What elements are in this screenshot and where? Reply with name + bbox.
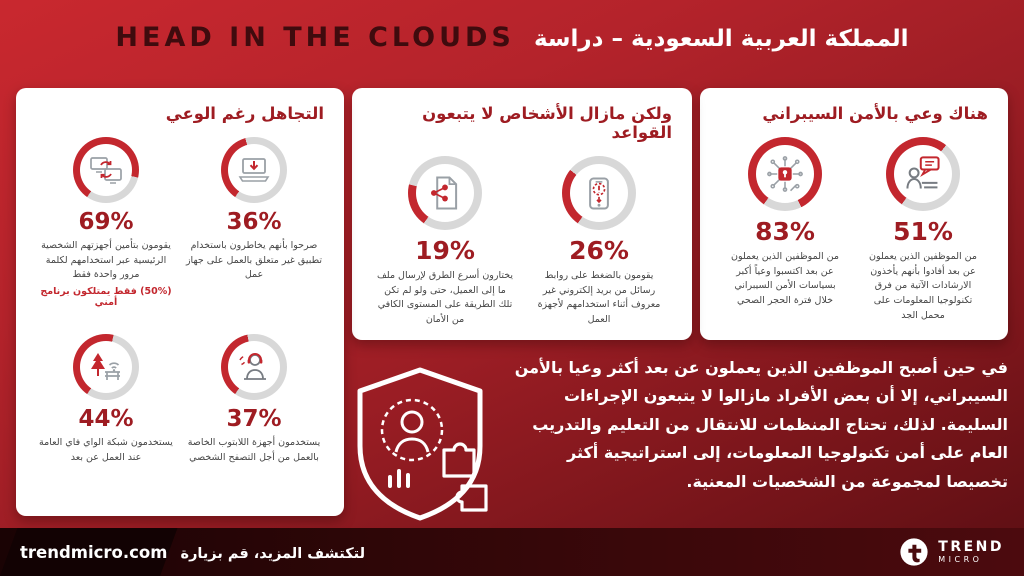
stats-row: 26% يقومون بالضغط على روابط رسائل من بري…	[368, 150, 676, 328]
stat-19: 19% يختارون أسرع الطرق لإرسال ملف ما إلى…	[373, 150, 518, 328]
stat-83: 83% من الموظفين الذين يعملون عن بعد اكتس…	[720, 131, 850, 324]
stat-description: من الموظفين الذين يعملون عن بعد أفادوا ب…	[869, 251, 977, 321]
stat-description: من الموظفين الذين يعملون عن بعد اكتسبوا …	[731, 251, 839, 307]
card-title: ولكن مازال الأشخاص لا يتبعون القواعد	[422, 104, 672, 142]
security-shield-icon	[346, 364, 498, 524]
stats-grid: 36% صرحوا بأنهم يخاطرون باستخدام تطبيق غ…	[32, 131, 328, 466]
donut-ring	[748, 137, 822, 211]
stat-description: يستخدمون شبكة الواي فاي العامة عند العمل…	[39, 437, 173, 463]
laptop-download-icon	[236, 152, 272, 188]
brand-text: TREND MICRO	[938, 540, 1004, 564]
card-title: التجاهل رغم الوعي	[165, 104, 324, 123]
trend-micro-logo: TREND MICRO	[898, 536, 1004, 568]
card-title: هناك وعي بالأمن السيبراني	[762, 104, 988, 123]
stat-37: 37% يستخدمون أجهزة اللابتوب الخاصة بالعم…	[180, 328, 328, 465]
public-wifi-icon	[88, 349, 124, 385]
stat-percentage: 69%	[78, 209, 134, 235]
donut-ring	[221, 137, 287, 203]
donut-ring	[73, 334, 139, 401]
donut-ring	[408, 156, 482, 230]
donut-ring	[73, 137, 139, 203]
card-awareness: هناك وعي بالأمن السيبراني	[700, 88, 1008, 340]
stats-row: 51% من الموظفين الذين يعملون عن بعد أفاد…	[716, 131, 992, 324]
stat-percentage: 37%	[226, 406, 282, 433]
stat-51: 51% من الموظفين الذين يعملون عن بعد أفاد…	[858, 131, 988, 324]
stat-description: يقومون بتأمين أجهزتهم الشخصية الرئيسية ع…	[41, 240, 171, 281]
stat-percentage: 83%	[755, 217, 815, 246]
footer-cta: لتكتشف المزيد، قم بزيارة trendmicro.com	[20, 543, 365, 562]
network-lock-icon	[765, 154, 805, 194]
footer-domain-link[interactable]: trendmicro.com	[20, 542, 168, 562]
card-rules: ولكن مازال الأشخاص لا يتبعون القواعد	[352, 88, 692, 340]
footer-cta-text: لتكتشف المزيد، قم بزيارة	[180, 545, 366, 562]
stat-26: 26% يقومون بالضغط على روابط رسائل من بري…	[527, 150, 672, 328]
footer: لتكتشف المزيد، قم بزيارة trendmicro.com …	[0, 528, 1024, 576]
stat-description: يختارون أسرع الطرق لإرسال ملف ما إلى الع…	[376, 270, 514, 326]
brand-name-micro: MICRO	[938, 555, 983, 564]
file-share-icon	[425, 173, 465, 213]
stat-percentage: 36%	[226, 209, 282, 235]
stat-note: (50%) فقط يمتلكون برنامج أمني	[40, 286, 172, 309]
stat-description: يقومون بالضغط على روابط رسائل من بريد إل…	[537, 270, 661, 326]
header: المملكة العربية السعودية – دراسة HEAD IN…	[0, 22, 1024, 53]
card-ignore: التجاهل رغم الوعي 36% صرحوا بأنهم يخاطرو…	[16, 88, 344, 516]
donut-ring	[221, 334, 287, 401]
person-chat-icon	[903, 154, 943, 194]
stat-percentage: 44%	[78, 406, 134, 433]
devices-sync-icon	[88, 152, 124, 188]
donut-ring	[562, 156, 636, 230]
summary-paragraph: في حين أصبح الموظفين الذين يعملون عن بعد…	[514, 358, 1008, 491]
stat-44: 44% يستخدمون شبكة الواي فاي العامة عند ا…	[32, 328, 180, 465]
page-title-arabic: المملكة العربية السعودية – دراسة	[533, 26, 909, 52]
brand-name-trend: TREND	[938, 539, 1004, 555]
phone-alert-icon	[579, 173, 619, 213]
donut-ring	[886, 137, 960, 211]
stat-percentage: 19%	[415, 236, 475, 265]
page-title-english: HEAD IN THE CLOUDS	[115, 22, 515, 53]
stat-36: 36% صرحوا بأنهم يخاطرون باستخدام تطبيق غ…	[180, 131, 328, 308]
stat-description: صرحوا بأنهم يخاطرون باستخدام تطبيق غير م…	[185, 240, 323, 281]
trend-micro-ball-icon	[900, 538, 928, 566]
person-headphones-icon	[236, 349, 272, 385]
stat-percentage: 26%	[569, 236, 629, 265]
stat-69: 69% يقومون بتأمين أجهزتهم الشخصية الرئيس…	[32, 131, 180, 308]
stat-percentage: 51%	[893, 217, 953, 246]
stat-description: يستخدمون أجهزة اللابتوب الخاصة بالعمل من…	[187, 437, 321, 463]
